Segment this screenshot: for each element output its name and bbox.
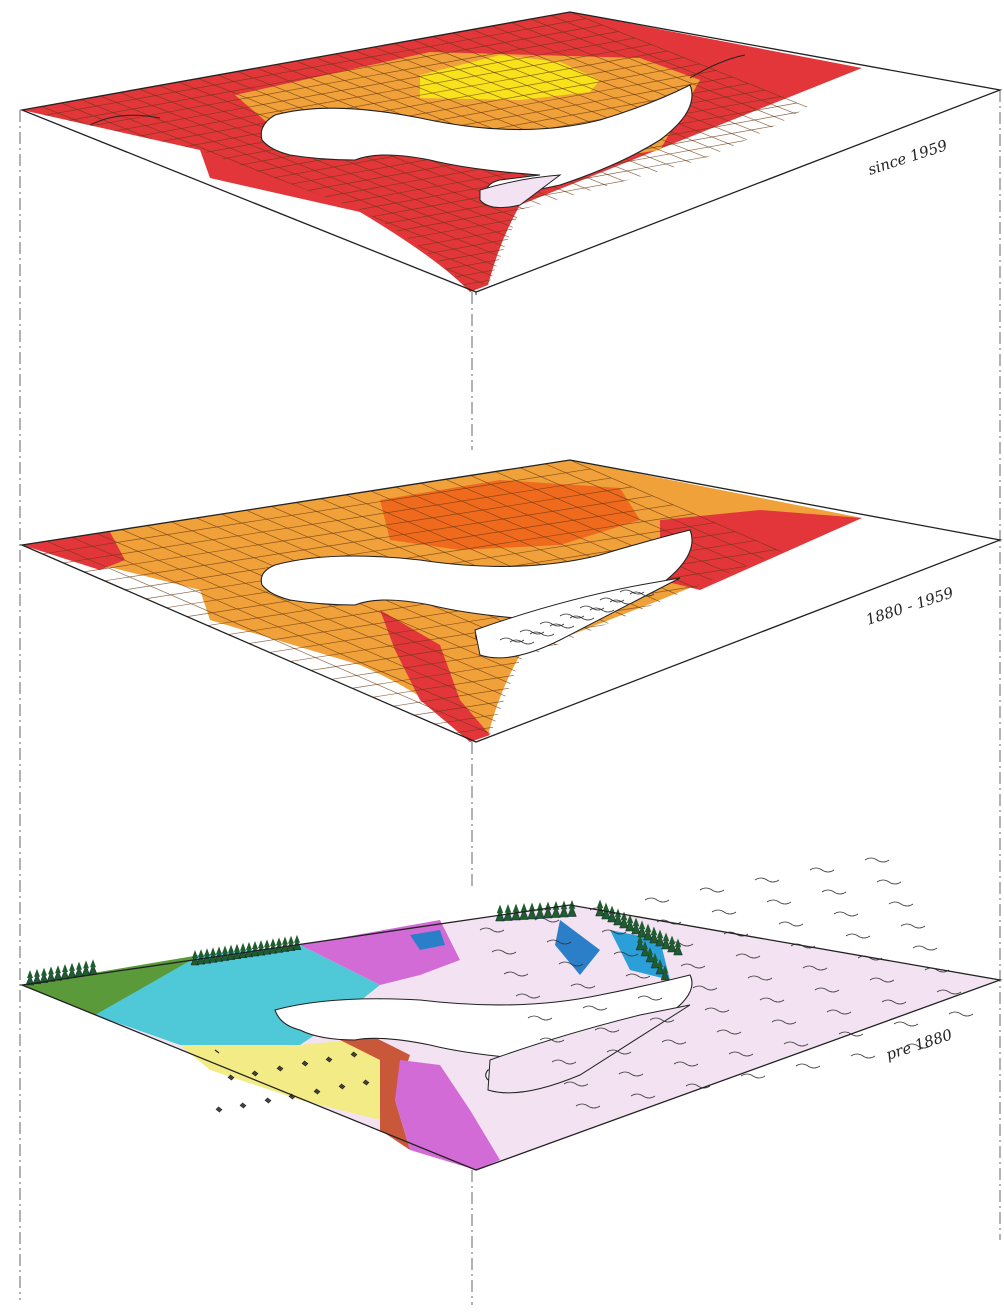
layer-since-1959: since 1959 (19, 11, 1003, 295)
spit-wave-marks (499, 589, 655, 645)
river-outlet (689, 54, 746, 79)
sand-spit (479, 174, 562, 209)
marsh-south (395, 1060, 500, 1170)
slab-frame (19, 904, 1003, 1171)
layer-pre-1880: pre 1880 (19, 857, 1003, 1171)
commercial-region (420, 55, 600, 100)
river (89, 114, 161, 126)
clay-strip (320, 1030, 410, 1150)
pond-1 (555, 920, 600, 975)
forest-region (22, 955, 210, 1015)
lake-shape (260, 84, 693, 201)
layer-label-1880-1959: 1880 - 1959 (864, 583, 956, 628)
slab-frame (19, 11, 1003, 293)
layer-1880-1959: 1880 - 1959 (19, 459, 1003, 743)
dense-urban-east (660, 510, 862, 590)
sand-spit (487, 1004, 691, 1094)
prairie-region (180, 1040, 380, 1120)
pond-3 (410, 930, 445, 950)
layer-label-pre-1880: pre 1880 (884, 1025, 955, 1063)
layer-label-since-1959: since 1959 (866, 136, 950, 179)
slab-frame (19, 459, 1003, 743)
